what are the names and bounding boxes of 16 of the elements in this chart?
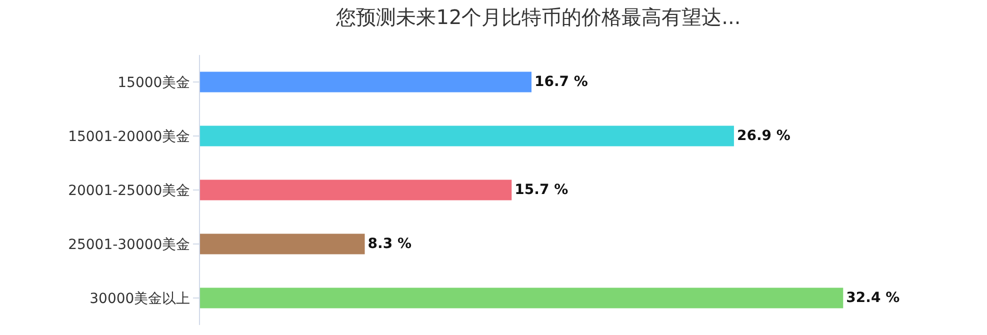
y-tick-label: 20001-25000美金 <box>68 182 190 199</box>
chart-title: 您预测未来12个月比特币的价格最高有望达... <box>335 5 741 30</box>
bar <box>200 180 512 200</box>
data-label: 16.7 % <box>534 74 588 90</box>
bar <box>200 126 734 146</box>
y-tick-label: 15000美金 <box>118 74 190 91</box>
data-label: 32.4 % <box>846 290 900 306</box>
data-label: 8.3 % <box>368 236 412 252</box>
y-tick-label: 15001-20000美金 <box>68 128 190 145</box>
data-label: 26.9 % <box>736 128 790 144</box>
y-tick-label: 25001-30000美金 <box>68 236 190 253</box>
bar <box>200 234 365 254</box>
y-tick-label: 30000美金以上 <box>90 290 190 307</box>
data-label: 15.7 % <box>514 182 568 198</box>
bar <box>200 288 844 308</box>
bar <box>200 72 532 92</box>
